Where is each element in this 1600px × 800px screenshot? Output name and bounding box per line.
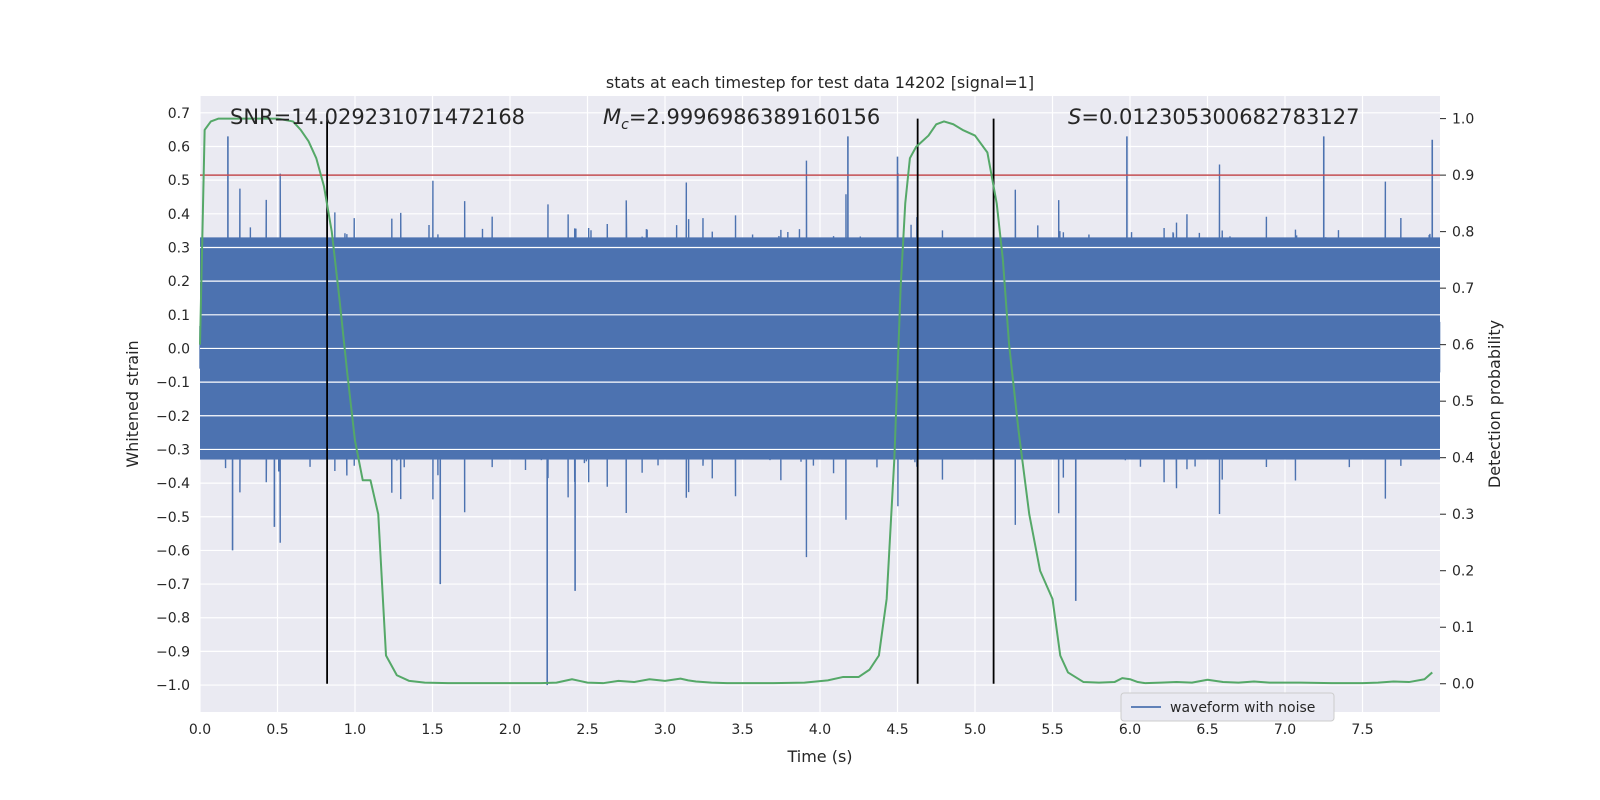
x-tick-label: 4.0 [809,722,831,738]
y2-axis-label: Detection probability [1485,320,1504,488]
y-tick-label: 0.3 [168,240,190,256]
annotation-mc-subscript: c [621,117,629,133]
y-tick-label: 0.5 [168,173,190,189]
annotation-s: S=0.012305300682783127 [1068,105,1359,129]
y-tick-label: −0.9 [156,644,190,660]
y2-tick-label: 1.0 [1452,112,1474,128]
y2-tick-label: 0.9 [1452,168,1474,184]
y2-tick-label: 0.3 [1452,507,1474,523]
probability-series [199,117,1433,685]
x-tick-label: 0.0 [189,722,211,738]
x-tick-label: 5.5 [1041,722,1063,738]
x-tick-label: 4.5 [886,722,908,738]
axes: 0.0 0.5 1.0 1.5 2.0 2.5 3.0 3.5 4.0 4.5 5.0 5.5 6.0 6… [156,106,1474,738]
annotation-chirp-mass: Mc=2.9996986389160156 [603,105,880,133]
y2-tick-label: 0.0 [1452,677,1474,693]
y2-tick-label: 0.8 [1452,225,1474,241]
x-tick-label: 0.5 [266,722,288,738]
y-tick-label: 0.6 [168,139,190,155]
y2-tick-label: 0.1 [1452,620,1474,636]
y-tick-label: 0.7 [168,106,190,122]
y-tick-label: 0.4 [168,207,190,223]
x-tick-label: 7.5 [1351,722,1373,738]
probability-line [199,117,1433,685]
y-tick-label: −0.8 [156,611,190,627]
y-tick-label: −0.7 [156,577,190,593]
waveform-series [199,136,1441,686]
legend: waveform with noise [1120,692,1335,722]
y-tick-label: −1.0 [156,678,190,694]
x-tick-label: 7.0 [1274,722,1296,738]
annotation-snr: SNR=14.029231071472168 [230,105,525,129]
x-axis-label: Time (s) [786,747,852,766]
y-tick-label: −0.4 [156,476,190,492]
chart-title: stats at each timestep for test data 142… [606,73,1034,92]
y-axis-label: Whitened strain [123,340,142,467]
y2-tick-label: 0.2 [1452,564,1474,580]
y-tick-label: 0.2 [168,274,190,290]
legend-label: waveform with noise [1170,700,1315,716]
y-tick-label: −0.1 [156,375,190,391]
annotation-mc-symbol: M [603,105,621,129]
x-tick-label: 6.5 [1196,722,1218,738]
x-tick-label: 2.5 [576,722,598,738]
y2-tick-label: 0.4 [1452,451,1474,467]
x-tick-label: 2.0 [499,722,521,738]
y-tick-label: −0.6 [156,543,190,559]
y2-tick-label: 0.6 [1452,338,1474,354]
annotation-mc-value: =2.9996986389160156 [629,105,880,129]
y2-tick-label: 0.5 [1452,394,1474,410]
legend-box [1120,692,1335,722]
y-tick-label: −0.5 [156,510,190,526]
y-tick-label: 0.0 [168,341,190,357]
x-tick-label: 3.5 [731,722,753,738]
x-tick-label: 1.0 [344,722,366,738]
x-tick-label: 6.0 [1119,722,1141,738]
y-tick-label: −0.2 [156,409,190,425]
y2-tick-label: 0.7 [1452,281,1474,297]
annotation-s-value: =0.012305300682783127 [1081,105,1359,129]
y-tick-label: 0.1 [168,308,190,324]
x-tick-label: 3.0 [654,722,676,738]
y-tick-label: −0.3 [156,442,190,458]
reference-lines [200,118,1440,684]
annotation-s-symbol: S [1068,105,1081,129]
x-tick-label: 5.0 [964,722,986,738]
x-tick-label: 1.5 [421,722,443,738]
